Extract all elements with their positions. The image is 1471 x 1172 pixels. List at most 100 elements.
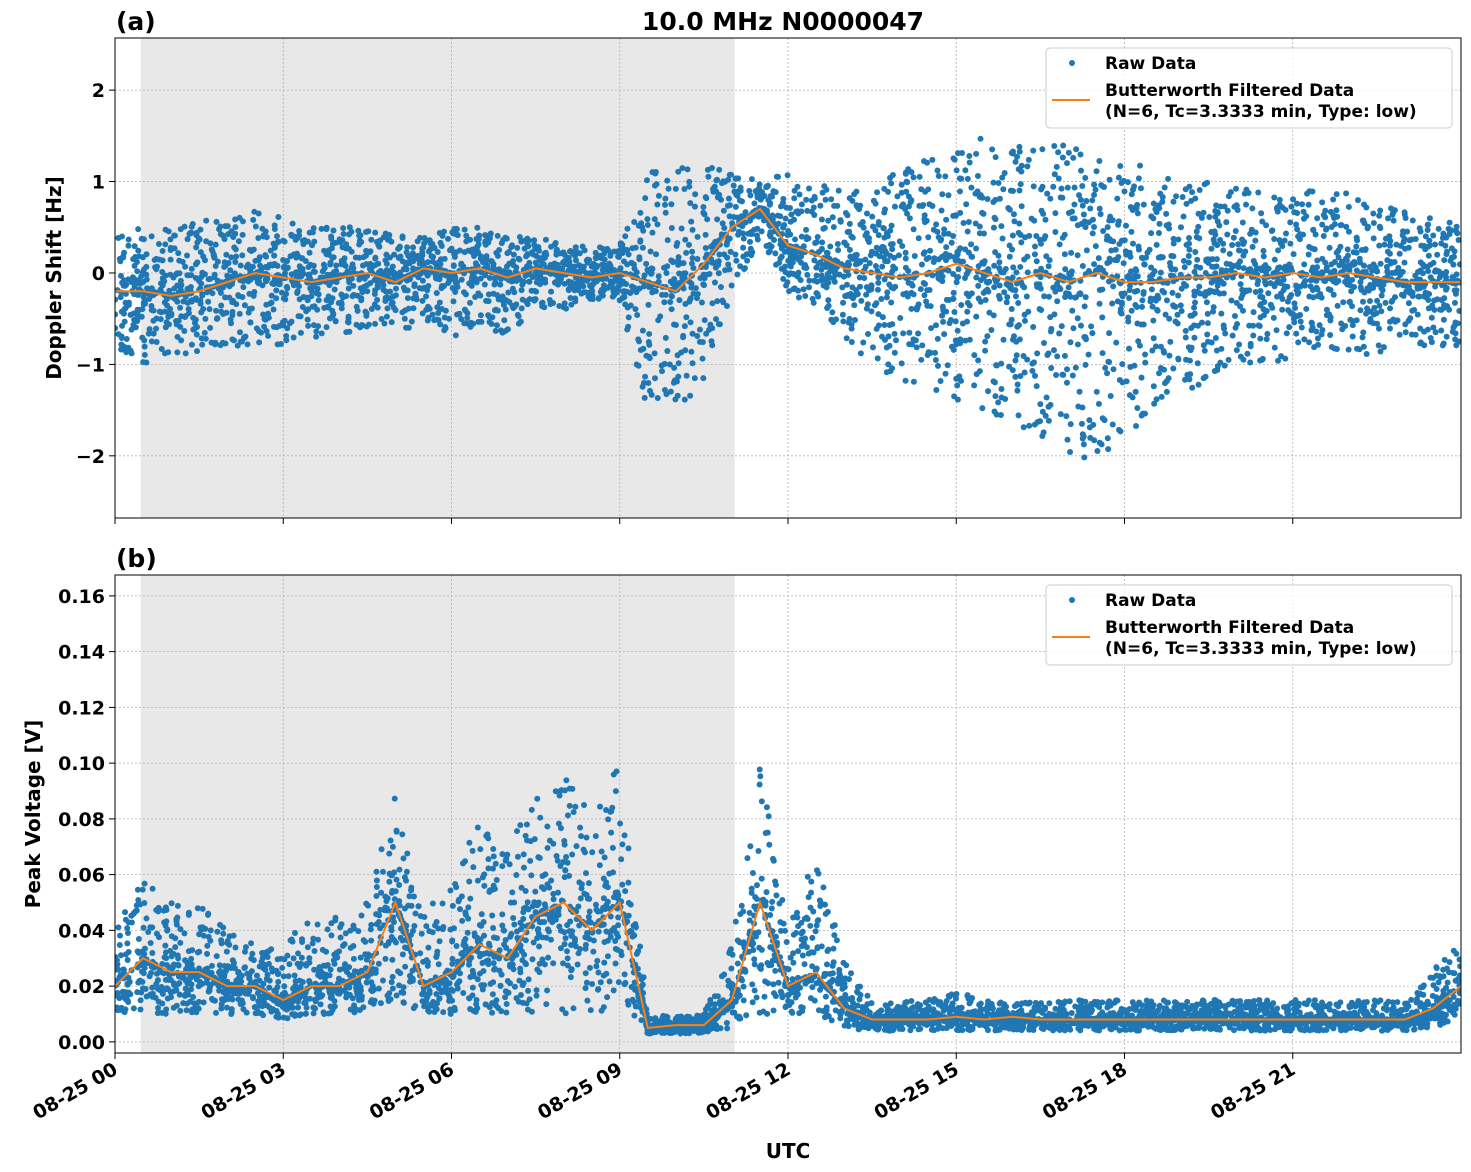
raw-data-point bbox=[1426, 215, 1433, 222]
raw-data-point bbox=[163, 296, 170, 303]
raw-data-point bbox=[1030, 183, 1037, 190]
raw-data-point bbox=[1382, 299, 1389, 306]
raw-data-point bbox=[421, 240, 428, 247]
raw-data-point bbox=[474, 224, 481, 231]
raw-data-point bbox=[740, 235, 747, 242]
raw-data-point bbox=[486, 275, 493, 282]
raw-data-point bbox=[214, 928, 221, 935]
raw-data-point bbox=[904, 210, 911, 217]
raw-data-point bbox=[280, 973, 287, 980]
raw-data-point bbox=[1034, 350, 1041, 357]
raw-data-point bbox=[1218, 310, 1225, 317]
raw-data-point bbox=[643, 177, 650, 184]
raw-data-point bbox=[651, 350, 658, 357]
raw-data-point bbox=[140, 924, 147, 931]
raw-data-point bbox=[248, 248, 255, 255]
raw-data-point bbox=[851, 302, 858, 309]
raw-data-point bbox=[1126, 250, 1133, 257]
raw-data-point bbox=[1030, 147, 1037, 154]
raw-data-point bbox=[1106, 359, 1113, 366]
raw-data-point bbox=[1031, 243, 1038, 250]
raw-data-point bbox=[1322, 259, 1329, 266]
raw-data-point bbox=[1318, 294, 1325, 301]
raw-data-point bbox=[388, 300, 395, 307]
raw-data-point bbox=[733, 175, 740, 182]
raw-data-point bbox=[429, 258, 436, 265]
raw-data-point bbox=[1191, 322, 1198, 329]
raw-data-point bbox=[1247, 343, 1254, 350]
raw-data-point bbox=[309, 242, 316, 249]
raw-data-point bbox=[140, 962, 147, 969]
raw-data-point bbox=[1307, 277, 1314, 284]
raw-data-point bbox=[943, 257, 950, 264]
raw-data-point bbox=[1012, 373, 1019, 380]
raw-data-point bbox=[611, 267, 618, 274]
raw-data-point bbox=[163, 1006, 170, 1013]
raw-data-point bbox=[724, 254, 731, 261]
raw-data-point bbox=[1349, 276, 1356, 283]
raw-data-point bbox=[372, 320, 379, 327]
raw-data-point bbox=[1387, 318, 1394, 325]
raw-data-point bbox=[1271, 194, 1278, 201]
raw-data-point bbox=[435, 310, 442, 317]
raw-data-point bbox=[623, 288, 630, 295]
raw-data-point bbox=[1308, 320, 1315, 327]
raw-data-point bbox=[1325, 286, 1332, 293]
raw-data-point bbox=[193, 244, 200, 251]
raw-data-point bbox=[1135, 246, 1142, 253]
raw-data-point bbox=[212, 241, 219, 248]
y-tick-label: 1 bbox=[92, 172, 105, 194]
raw-data-point bbox=[984, 333, 991, 340]
raw-data-point bbox=[130, 910, 137, 917]
raw-data-point bbox=[1045, 263, 1052, 270]
raw-data-point bbox=[688, 348, 695, 355]
raw-data-point bbox=[1376, 223, 1383, 230]
raw-data-point bbox=[702, 244, 709, 251]
raw-data-point bbox=[1431, 297, 1438, 304]
raw-data-point bbox=[1409, 292, 1416, 299]
raw-data-point bbox=[567, 294, 574, 301]
raw-data-point bbox=[481, 281, 488, 288]
raw-data-point bbox=[290, 334, 297, 341]
raw-data-point bbox=[831, 278, 838, 285]
raw-data-point bbox=[414, 238, 421, 245]
raw-data-point bbox=[429, 311, 436, 318]
y-tick-label: 0.10 bbox=[58, 753, 105, 775]
raw-data-point bbox=[1323, 264, 1330, 271]
raw-data-point bbox=[384, 236, 391, 243]
raw-data-point bbox=[681, 396, 688, 403]
raw-data-point bbox=[405, 324, 412, 331]
raw-data-point bbox=[1382, 235, 1389, 242]
raw-data-point bbox=[213, 218, 220, 225]
raw-data-point bbox=[1344, 246, 1351, 253]
y-tick-label: 0.16 bbox=[58, 586, 105, 608]
raw-data-point bbox=[130, 1005, 137, 1012]
raw-data-point bbox=[542, 279, 549, 286]
raw-data-point bbox=[274, 233, 281, 240]
raw-data-point bbox=[135, 247, 142, 254]
raw-data-point bbox=[1250, 309, 1257, 316]
raw-data-point bbox=[873, 300, 880, 307]
raw-data-point bbox=[1029, 367, 1036, 374]
raw-data-point bbox=[1223, 274, 1230, 281]
raw-data-point bbox=[256, 977, 263, 984]
raw-data-point bbox=[352, 254, 359, 261]
raw-data-point bbox=[1095, 400, 1102, 407]
raw-data-point bbox=[1208, 279, 1215, 286]
raw-data-point bbox=[162, 942, 169, 949]
raw-data-point bbox=[662, 195, 669, 202]
raw-data-point bbox=[857, 202, 864, 209]
raw-data-point bbox=[1104, 224, 1111, 231]
raw-data-point bbox=[1286, 324, 1293, 331]
raw-data-point bbox=[1054, 298, 1061, 305]
raw-data-point bbox=[1183, 241, 1190, 248]
raw-data-point bbox=[391, 251, 398, 258]
raw-data-point bbox=[915, 301, 922, 308]
raw-data-point bbox=[421, 260, 428, 267]
raw-data-point bbox=[328, 235, 335, 242]
raw-data-point bbox=[1081, 303, 1088, 310]
raw-data-point bbox=[875, 311, 882, 318]
raw-data-point bbox=[1046, 257, 1053, 264]
raw-data-point bbox=[222, 340, 229, 347]
raw-data-point bbox=[276, 277, 283, 284]
